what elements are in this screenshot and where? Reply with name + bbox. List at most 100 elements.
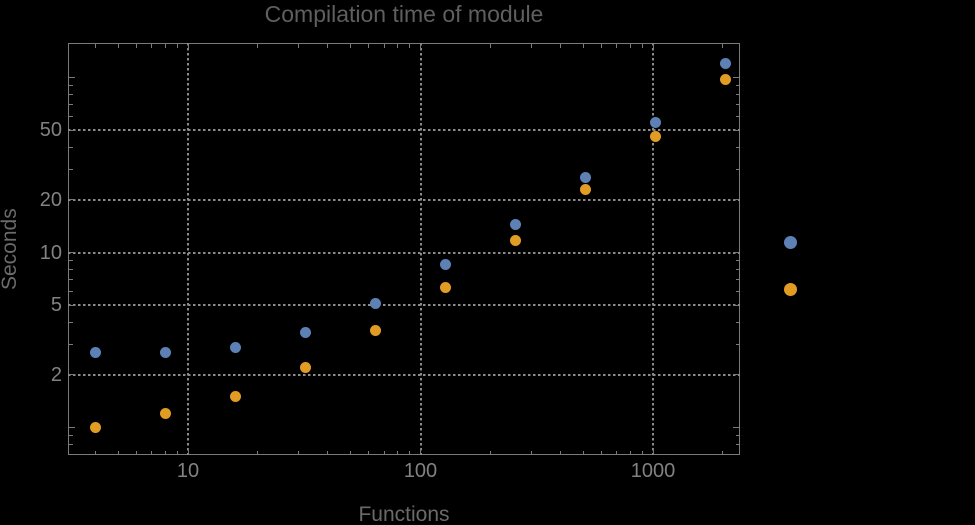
x-tick-minor xyxy=(135,44,137,48)
data-point-blue-256 xyxy=(509,218,521,230)
y-tick-minor xyxy=(735,290,739,292)
x-tick-minor xyxy=(489,450,491,454)
data-point-orange-4 xyxy=(89,422,101,433)
data-point-blue-16 xyxy=(229,342,241,354)
y-tick-minor xyxy=(735,168,739,170)
y-tick-minor xyxy=(735,104,739,106)
data-point-orange-128 xyxy=(439,282,451,294)
x-tick-minor xyxy=(600,450,602,454)
y-tick-minor xyxy=(735,85,739,86)
y-tick-label-2: 2 xyxy=(50,363,62,386)
gridline-x-1000 xyxy=(652,43,654,455)
y-tick-minor xyxy=(69,435,73,436)
x-tick-major xyxy=(652,44,654,50)
x-tick-minor xyxy=(176,44,178,48)
y-tick-minor xyxy=(69,260,73,261)
y-tick-minor xyxy=(735,321,739,323)
x-tick-minor xyxy=(164,450,166,454)
y-tick-minor xyxy=(69,93,73,95)
legend-marker-orange xyxy=(783,283,797,296)
x-tick-minor xyxy=(629,450,631,454)
x-tick-minor xyxy=(383,44,385,48)
x-tick-label-10: 10 xyxy=(176,460,200,482)
y-tick-label-20: 20 xyxy=(39,188,62,211)
x-tick-major xyxy=(652,448,654,454)
data-point-orange-2048 xyxy=(719,73,731,85)
gridline-y-20 xyxy=(68,198,740,201)
legend-marker-blue xyxy=(784,235,797,249)
x-tick-minor xyxy=(94,450,96,454)
x-tick-label-1000: 1000 xyxy=(630,460,676,482)
chart-title: Compilation time of module xyxy=(264,1,544,27)
x-tick-minor xyxy=(164,44,166,48)
x-tick-minor xyxy=(298,44,300,48)
y-tick-major xyxy=(733,199,739,201)
y-tick-minor xyxy=(735,115,739,117)
y-tick-minor xyxy=(69,115,73,117)
data-point-blue-128 xyxy=(439,259,451,271)
x-tick-minor xyxy=(616,450,618,454)
x-tick-minor xyxy=(530,44,532,48)
y-tick-major xyxy=(69,374,75,376)
data-point-blue-32 xyxy=(299,326,311,338)
data-point-orange-512 xyxy=(579,183,591,195)
x-tick-minor xyxy=(368,44,370,48)
y-tick-minor xyxy=(735,93,739,95)
x-tick-minor xyxy=(559,450,561,454)
gridline-x-100 xyxy=(419,43,422,455)
gridline-y-5 xyxy=(68,304,740,307)
x-tick-minor xyxy=(559,44,561,48)
x-tick-minor xyxy=(350,450,351,454)
data-point-blue-64 xyxy=(369,298,381,310)
x-tick-minor xyxy=(383,450,385,454)
y-tick-minor xyxy=(735,443,739,445)
x-tick-minor xyxy=(409,44,411,48)
x-tick-minor xyxy=(641,450,643,454)
x-tick-minor xyxy=(117,44,119,48)
y-tick-major xyxy=(69,427,75,428)
x-tick-major xyxy=(187,448,189,454)
y-tick-minor xyxy=(735,268,739,270)
y-tick-minor xyxy=(69,85,73,86)
y-tick-minor xyxy=(735,260,739,261)
gridline-y-50 xyxy=(68,129,740,132)
x-tick-minor xyxy=(641,44,643,48)
y-tick-minor xyxy=(69,443,73,445)
x-tick-minor xyxy=(94,44,96,48)
data-point-orange-64 xyxy=(369,324,381,336)
data-point-blue-2048 xyxy=(719,57,731,69)
x-tick-minor xyxy=(117,450,119,454)
x-tick-minor xyxy=(176,450,178,454)
y-tick-minor xyxy=(735,435,739,436)
data-point-blue-1024 xyxy=(649,117,661,129)
y-tick-minor xyxy=(69,268,73,270)
data-point-orange-1024 xyxy=(649,131,661,143)
y-tick-minor xyxy=(735,279,739,281)
y-tick-major xyxy=(733,374,739,376)
x-tick-minor xyxy=(616,44,618,48)
y-axis-label: Seconds xyxy=(0,208,21,290)
x-tick-minor xyxy=(327,450,329,454)
y-tick-major xyxy=(733,427,739,428)
data-point-orange-16 xyxy=(229,391,241,403)
y-tick-minor xyxy=(69,279,73,281)
y-tick-minor xyxy=(69,146,73,148)
x-axis-label: Functions xyxy=(358,503,450,525)
data-point-orange-8 xyxy=(159,408,171,420)
y-tick-minor xyxy=(735,343,739,345)
y-tick-minor xyxy=(69,168,73,170)
x-tick-minor xyxy=(135,450,137,454)
x-tick-minor xyxy=(397,450,399,454)
x-tick-minor xyxy=(722,44,724,48)
x-tick-major xyxy=(420,448,421,454)
x-tick-minor xyxy=(327,44,329,48)
x-tick-minor xyxy=(722,450,724,454)
plot-frame xyxy=(68,43,740,455)
x-tick-minor xyxy=(489,44,491,48)
gridline-y-2 xyxy=(68,373,740,376)
x-tick-minor xyxy=(151,450,153,454)
x-tick-minor xyxy=(582,44,584,48)
y-tick-minor xyxy=(69,290,73,292)
y-tick-label-10: 10 xyxy=(39,241,62,264)
